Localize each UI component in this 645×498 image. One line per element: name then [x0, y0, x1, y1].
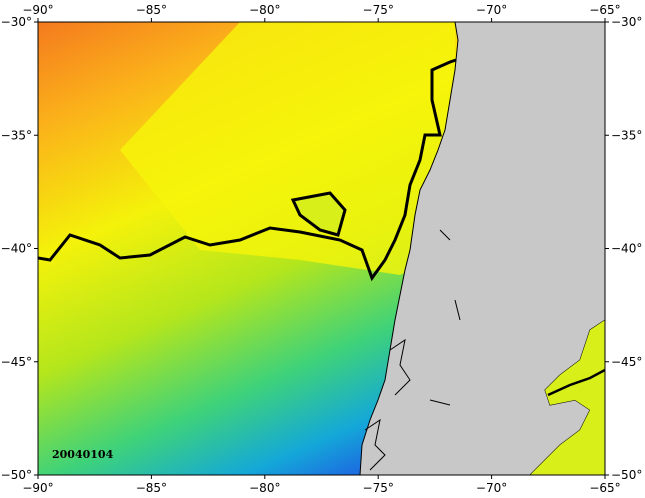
islands	[364, 229, 461, 471]
contour	[38, 58, 457, 282]
lat-tick-label: −50°	[1, 468, 32, 482]
lat-tick-label: −35°	[1, 128, 32, 142]
lon-tick-label: −70°	[476, 481, 507, 495]
contour	[547, 368, 605, 397]
lon-tick-label: −65°	[589, 481, 620, 495]
lat-tick-label: −40°	[611, 242, 642, 256]
lat-tick-label: −40°	[1, 242, 32, 256]
lat-tick-label: −30°	[1, 15, 32, 29]
lon-tick-label: −75°	[363, 3, 394, 17]
lat-tick-label: −35°	[611, 128, 642, 142]
lon-tick-label: −80°	[249, 3, 280, 17]
map-area	[38, 22, 605, 475]
lat-tick-label: −30°	[611, 15, 642, 29]
atlantic-sea	[530, 320, 605, 475]
lon-tick-label: −90°	[22, 3, 53, 17]
lon-tick-label: −65°	[589, 3, 620, 17]
lon-tick-label: −85°	[136, 481, 167, 495]
lon-tick-label: −70°	[476, 3, 507, 17]
lat-tick-label: −50°	[611, 468, 642, 482]
lon-tick-label: −85°	[136, 3, 167, 17]
contour	[290, 191, 347, 237]
warm-band	[120, 22, 455, 275]
lon-tick-label: −75°	[363, 481, 394, 495]
lon-tick-label: −80°	[249, 481, 280, 495]
lat-tick-label: −45°	[1, 355, 32, 369]
lon-tick-label: −90°	[22, 481, 53, 495]
lat-tick-label: −45°	[611, 355, 642, 369]
date-label: 20040104	[52, 448, 114, 461]
